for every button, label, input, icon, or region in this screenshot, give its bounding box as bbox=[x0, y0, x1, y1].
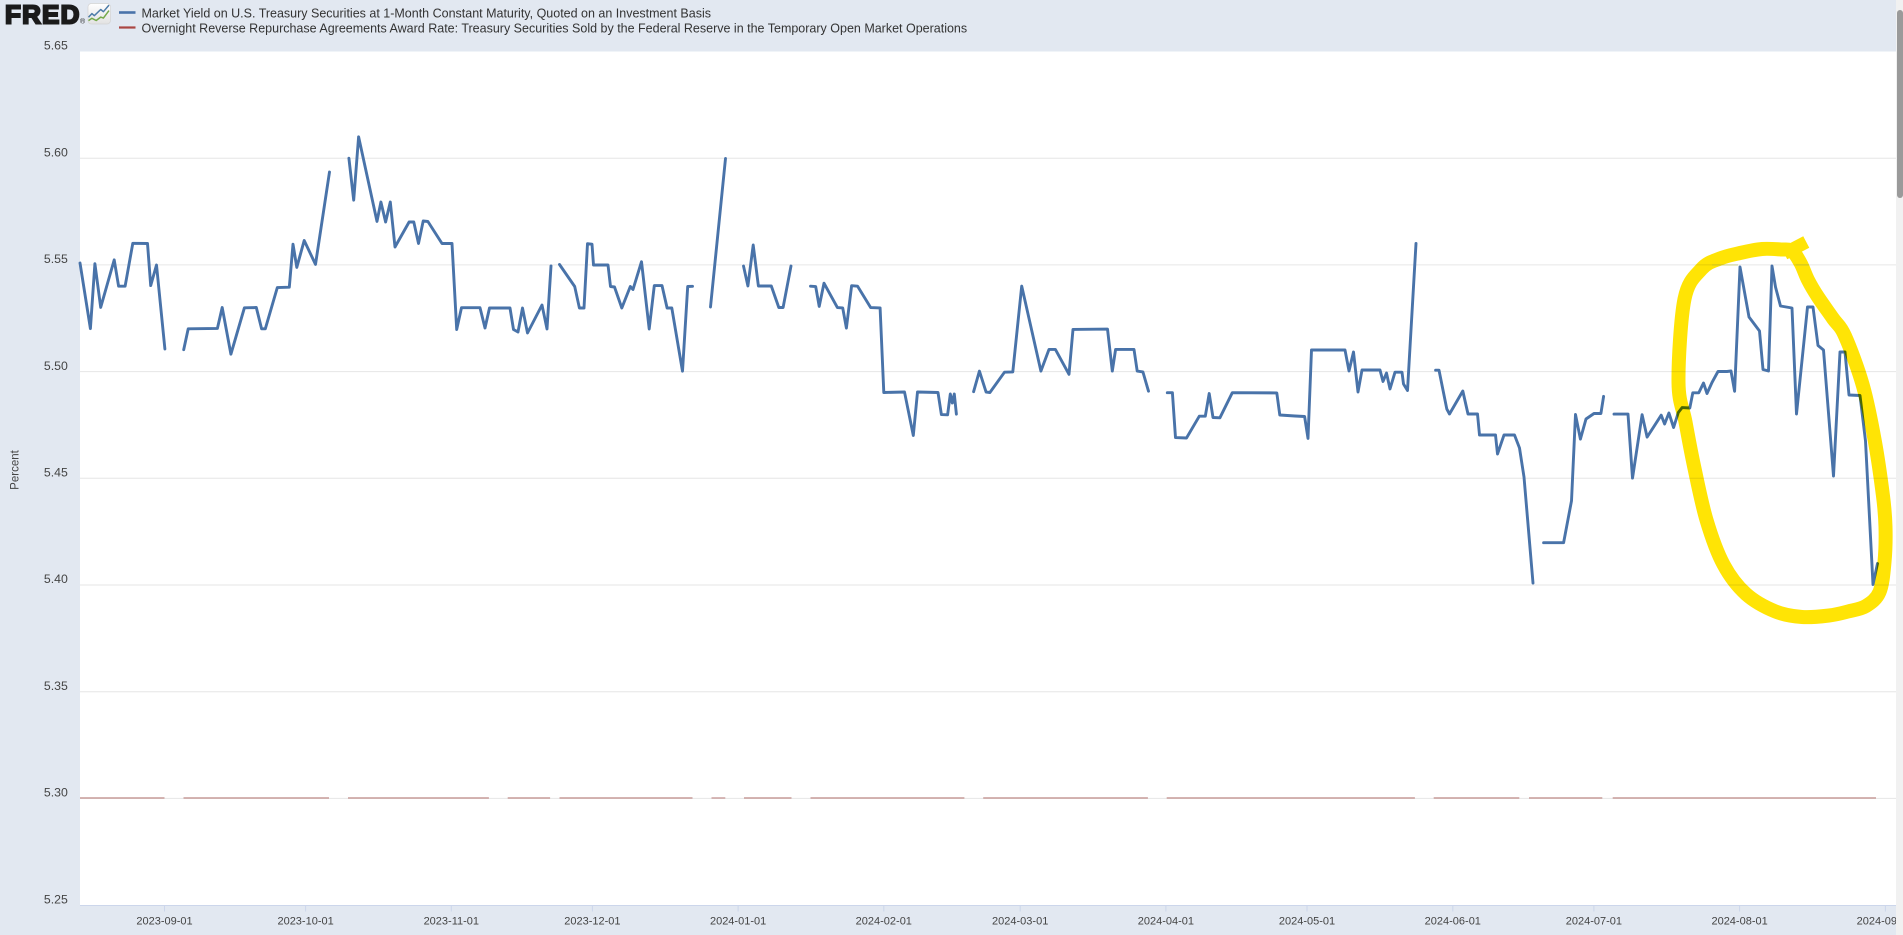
svg-text:5.40: 5.40 bbox=[44, 572, 68, 586]
svg-text:FRED: FRED bbox=[5, 0, 81, 30]
svg-text:2023-10-01: 2023-10-01 bbox=[277, 916, 333, 928]
svg-text:5.25: 5.25 bbox=[44, 892, 68, 906]
svg-text:2024-03-01: 2024-03-01 bbox=[992, 916, 1048, 928]
svg-text:2024-07-01: 2024-07-01 bbox=[1566, 916, 1622, 928]
svg-text:2024-08-01: 2024-08-01 bbox=[1711, 916, 1767, 928]
svg-text:2024-06-01: 2024-06-01 bbox=[1425, 916, 1481, 928]
svg-text:®: ® bbox=[80, 18, 86, 26]
svg-text:2023-12-01: 2023-12-01 bbox=[564, 916, 620, 928]
svg-text:5.65: 5.65 bbox=[44, 39, 68, 53]
svg-text:2024-09: 2024-09 bbox=[1857, 916, 1897, 928]
svg-text:2024-02-01: 2024-02-01 bbox=[856, 916, 912, 928]
svg-text:5.55: 5.55 bbox=[44, 252, 68, 266]
svg-text:Overnight Reverse Repurchase A: Overnight Reverse Repurchase Agreements … bbox=[142, 21, 968, 35]
svg-text:5.30: 5.30 bbox=[44, 786, 68, 800]
svg-text:Percent: Percent bbox=[10, 449, 22, 489]
svg-text:2024-04-01: 2024-04-01 bbox=[1138, 916, 1194, 928]
svg-text:Market Yield on U.S. Treasury: Market Yield on U.S. Treasury Securities… bbox=[142, 6, 711, 20]
svg-text:2023-11-01: 2023-11-01 bbox=[424, 916, 479, 928]
svg-text:5.50: 5.50 bbox=[44, 359, 68, 373]
svg-text:2023-09-01: 2023-09-01 bbox=[136, 916, 192, 928]
svg-text:2024-05-01: 2024-05-01 bbox=[1279, 916, 1335, 928]
svg-text:5.45: 5.45 bbox=[44, 466, 68, 480]
svg-text:2024-01-01: 2024-01-01 bbox=[710, 916, 766, 928]
svg-text:5.35: 5.35 bbox=[44, 679, 68, 693]
svg-text:5.60: 5.60 bbox=[44, 145, 68, 159]
